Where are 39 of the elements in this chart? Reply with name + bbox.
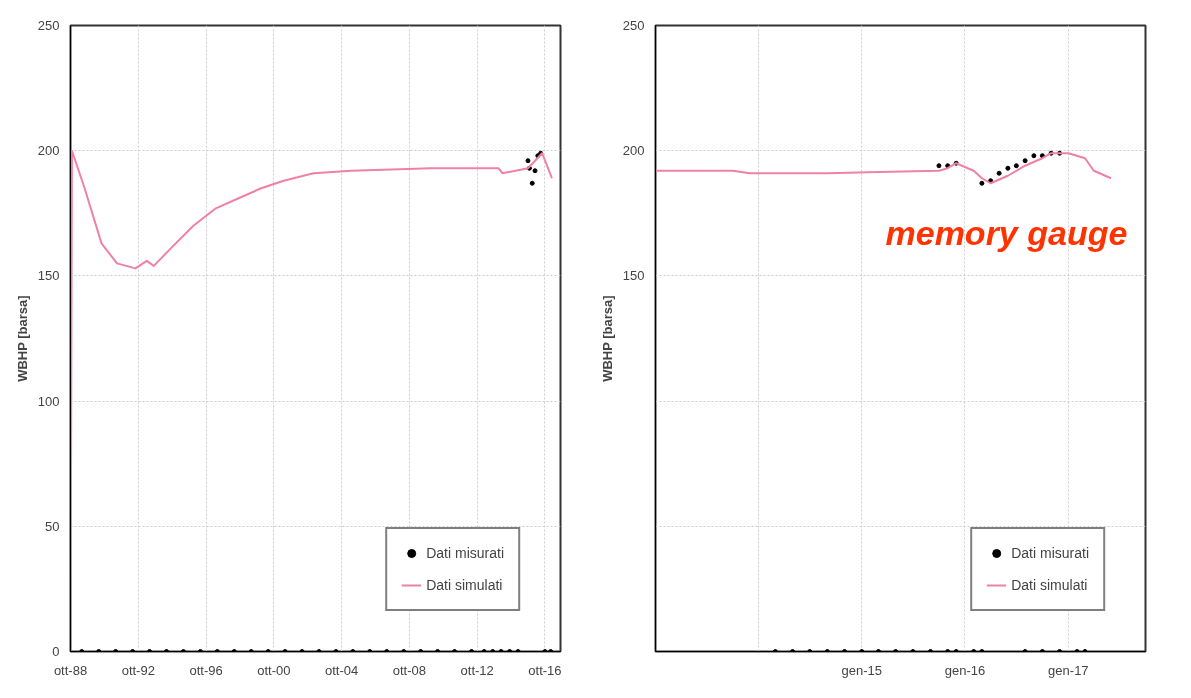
y-tick-label: 250 bbox=[37, 18, 60, 33]
point bbox=[1031, 153, 1037, 159]
point bbox=[525, 158, 531, 164]
y-tick-label: 50 bbox=[45, 518, 60, 534]
y-tick-label: 150 bbox=[622, 268, 645, 284]
point bbox=[1013, 163, 1019, 169]
y-tick-label: 200 bbox=[37, 143, 60, 159]
y-tick-label: 0 bbox=[52, 644, 60, 659]
x-tick-label: gen-15 bbox=[841, 662, 883, 678]
point bbox=[532, 168, 538, 174]
x-tick-label: ott-08 bbox=[392, 662, 427, 678]
point bbox=[1022, 158, 1028, 164]
y-axis-title: WBHP [barsa] bbox=[599, 295, 615, 382]
y-tick-label: 150 bbox=[37, 268, 60, 284]
x-tick-label: ott-16 bbox=[528, 662, 562, 678]
legend-label: Dati simulati bbox=[426, 577, 503, 593]
y-tick-label: 250 bbox=[622, 18, 645, 33]
x-tick-label: ott-00 bbox=[257, 662, 291, 678]
x-tick-label: ott-04 bbox=[325, 662, 359, 678]
point bbox=[529, 180, 535, 186]
point bbox=[996, 170, 1002, 176]
y-axis-title: WBHP [barsa] bbox=[14, 295, 30, 382]
x-tick-label: ott-12 bbox=[460, 662, 494, 678]
x-tick-label: ott-96 bbox=[189, 662, 223, 678]
point bbox=[936, 163, 942, 169]
legend-label: Dati misurati bbox=[1011, 545, 1089, 561]
annotation: memory gauge bbox=[885, 213, 1128, 252]
x-tick-label: ott-92 bbox=[121, 662, 155, 678]
y-tick-label: 200 bbox=[622, 143, 645, 159]
x-tick-label: gen-16 bbox=[944, 662, 986, 678]
legend-label: Dati simulati bbox=[1011, 577, 1088, 593]
point bbox=[979, 180, 985, 186]
y-tick-label: 100 bbox=[37, 393, 60, 409]
x-tick-label: gen-17 bbox=[1048, 662, 1089, 678]
legend-label: Dati misurati bbox=[426, 545, 504, 561]
line-series bbox=[655, 152, 1113, 185]
x-tick-label: ott-88 bbox=[53, 662, 88, 678]
point bbox=[1005, 165, 1011, 171]
point bbox=[945, 163, 951, 169]
